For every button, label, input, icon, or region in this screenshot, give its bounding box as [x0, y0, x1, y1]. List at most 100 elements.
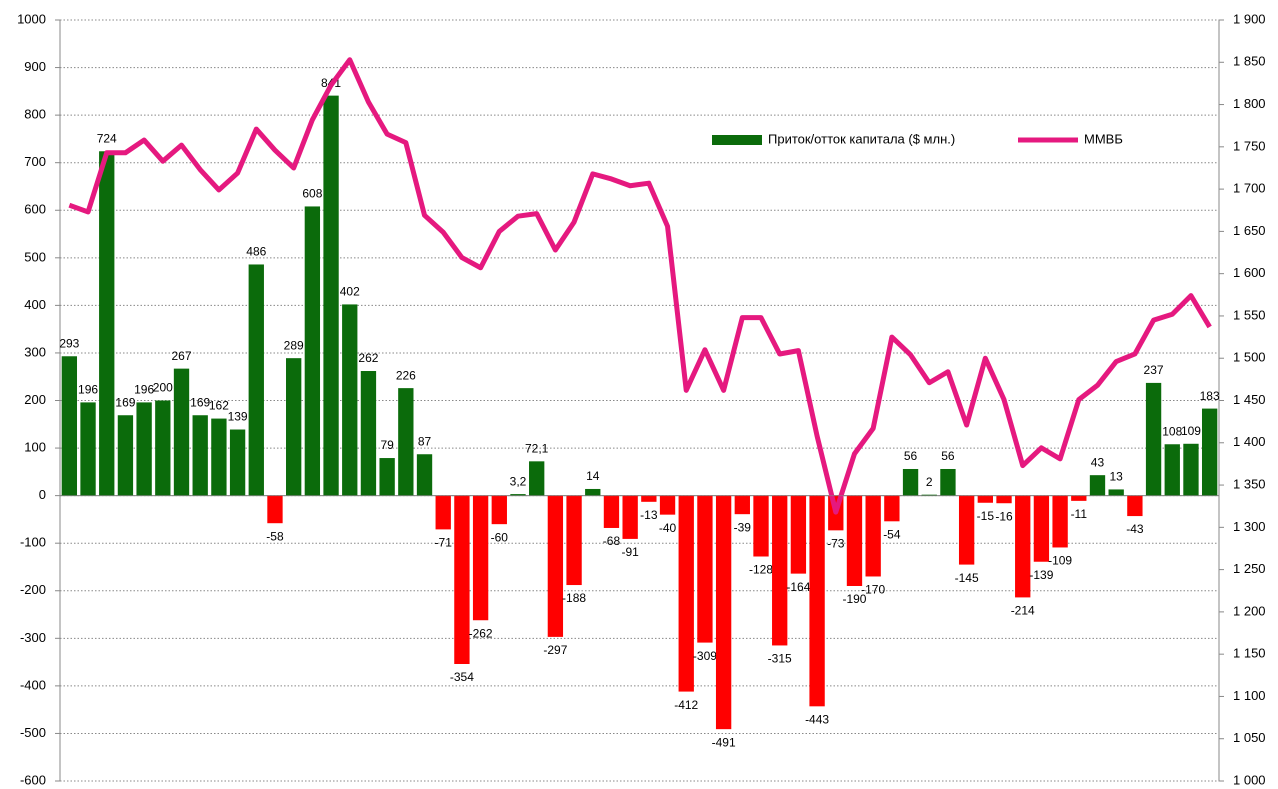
bar — [641, 495, 657, 502]
value-label: -443 — [805, 712, 829, 726]
bar — [846, 495, 863, 586]
value-label: -54 — [883, 527, 901, 541]
y2-tick-label: 1 200 — [1233, 603, 1266, 618]
bar — [510, 494, 526, 496]
y2-tick-label: 1 350 — [1233, 476, 1266, 491]
value-label: -58 — [266, 529, 284, 543]
value-label: -262 — [469, 626, 493, 640]
value-label: -412 — [674, 698, 698, 712]
value-label: 237 — [1144, 363, 1164, 377]
value-label: -354 — [450, 670, 474, 684]
value-label: 724 — [97, 131, 117, 145]
bar — [80, 402, 96, 496]
value-label: 183 — [1200, 389, 1220, 403]
bar — [155, 400, 171, 496]
value-label: 14 — [586, 469, 600, 483]
bar — [1033, 495, 1050, 562]
bar — [734, 495, 750, 515]
value-label: 139 — [228, 410, 248, 424]
legend-label: ММВБ — [1084, 131, 1123, 146]
bar — [940, 468, 956, 496]
y2-tick-label: 1 900 — [1233, 11, 1266, 26]
bar — [996, 495, 1012, 504]
bar — [304, 206, 321, 496]
value-label: 56 — [941, 449, 955, 463]
value-label: -170 — [861, 583, 885, 597]
bar — [1071, 495, 1087, 501]
value-label: 262 — [358, 351, 378, 365]
bar — [622, 495, 638, 539]
y-tick-label: 900 — [24, 59, 46, 74]
bar — [958, 495, 975, 565]
bar — [248, 264, 264, 496]
value-label: -60 — [491, 530, 509, 544]
y2-tick-label: 1 100 — [1233, 688, 1266, 703]
value-label: 56 — [904, 449, 918, 463]
value-label: 267 — [171, 349, 191, 363]
value-label: -71 — [435, 536, 453, 550]
bar — [790, 495, 807, 574]
value-label: 608 — [302, 187, 322, 201]
value-label: -309 — [693, 649, 717, 663]
bar — [753, 495, 769, 557]
value-label: -214 — [1011, 604, 1035, 618]
y2-tick-label: 1 500 — [1233, 350, 1266, 365]
value-label: -40 — [659, 521, 677, 535]
y2-tick-label: 1 850 — [1233, 54, 1266, 69]
value-label: 226 — [396, 368, 416, 382]
bar — [1145, 382, 1162, 496]
bar — [715, 495, 732, 730]
bar — [659, 495, 676, 515]
bar — [472, 495, 489, 621]
value-label: 13 — [1110, 470, 1124, 484]
value-label: 87 — [418, 434, 432, 448]
value-label: -15 — [977, 509, 995, 523]
y2-tick-label: 1 150 — [1233, 646, 1266, 661]
value-label: -164 — [786, 580, 810, 594]
y2-tick-label: 1 450 — [1233, 392, 1266, 407]
value-label: 108 — [1162, 424, 1182, 438]
y-tick-label: -600 — [20, 772, 46, 787]
value-label: 2 — [926, 475, 933, 489]
value-label: 402 — [340, 285, 360, 299]
y-tick-label: -300 — [20, 630, 46, 645]
y2-tick-label: 1 550 — [1233, 307, 1266, 322]
line — [68, 57, 1212, 515]
value-label: -43 — [1126, 522, 1144, 536]
y2-tick-label: 1 250 — [1233, 561, 1266, 576]
bar — [772, 495, 788, 646]
y2-tick-label: 1 700 — [1233, 181, 1266, 196]
bar — [678, 495, 694, 692]
legend-label: Приток/отток капитала ($ млн.) — [768, 131, 955, 146]
y2-tick-label: 1 600 — [1233, 265, 1266, 280]
bar — [117, 415, 134, 496]
bar — [1127, 495, 1143, 517]
bar — [1089, 475, 1106, 496]
y-tick-label: 300 — [24, 344, 46, 359]
value-label: 289 — [284, 338, 304, 352]
value-label: -188 — [562, 591, 586, 605]
bar — [454, 495, 470, 664]
bar — [1164, 444, 1180, 496]
value-label: 196 — [134, 383, 154, 397]
value-label: -68 — [603, 534, 621, 548]
bar — [603, 495, 620, 528]
value-label: -139 — [1029, 568, 1053, 582]
bar — [1052, 495, 1068, 548]
bar — [398, 388, 414, 496]
value-label: -145 — [955, 571, 979, 585]
value-label: -16 — [995, 509, 1013, 523]
bar — [360, 371, 377, 496]
y-tick-label: -500 — [20, 725, 46, 740]
bar — [323, 95, 339, 496]
bar — [809, 495, 825, 707]
bar — [884, 495, 900, 522]
y2-tick-label: 1 650 — [1233, 223, 1266, 238]
value-label: 169 — [190, 395, 210, 409]
bar — [173, 368, 190, 496]
bar — [379, 458, 395, 496]
y2-tick-label: 1 300 — [1233, 519, 1266, 534]
y2-tick-label: 1 000 — [1233, 772, 1266, 787]
value-label: 109 — [1181, 424, 1201, 438]
